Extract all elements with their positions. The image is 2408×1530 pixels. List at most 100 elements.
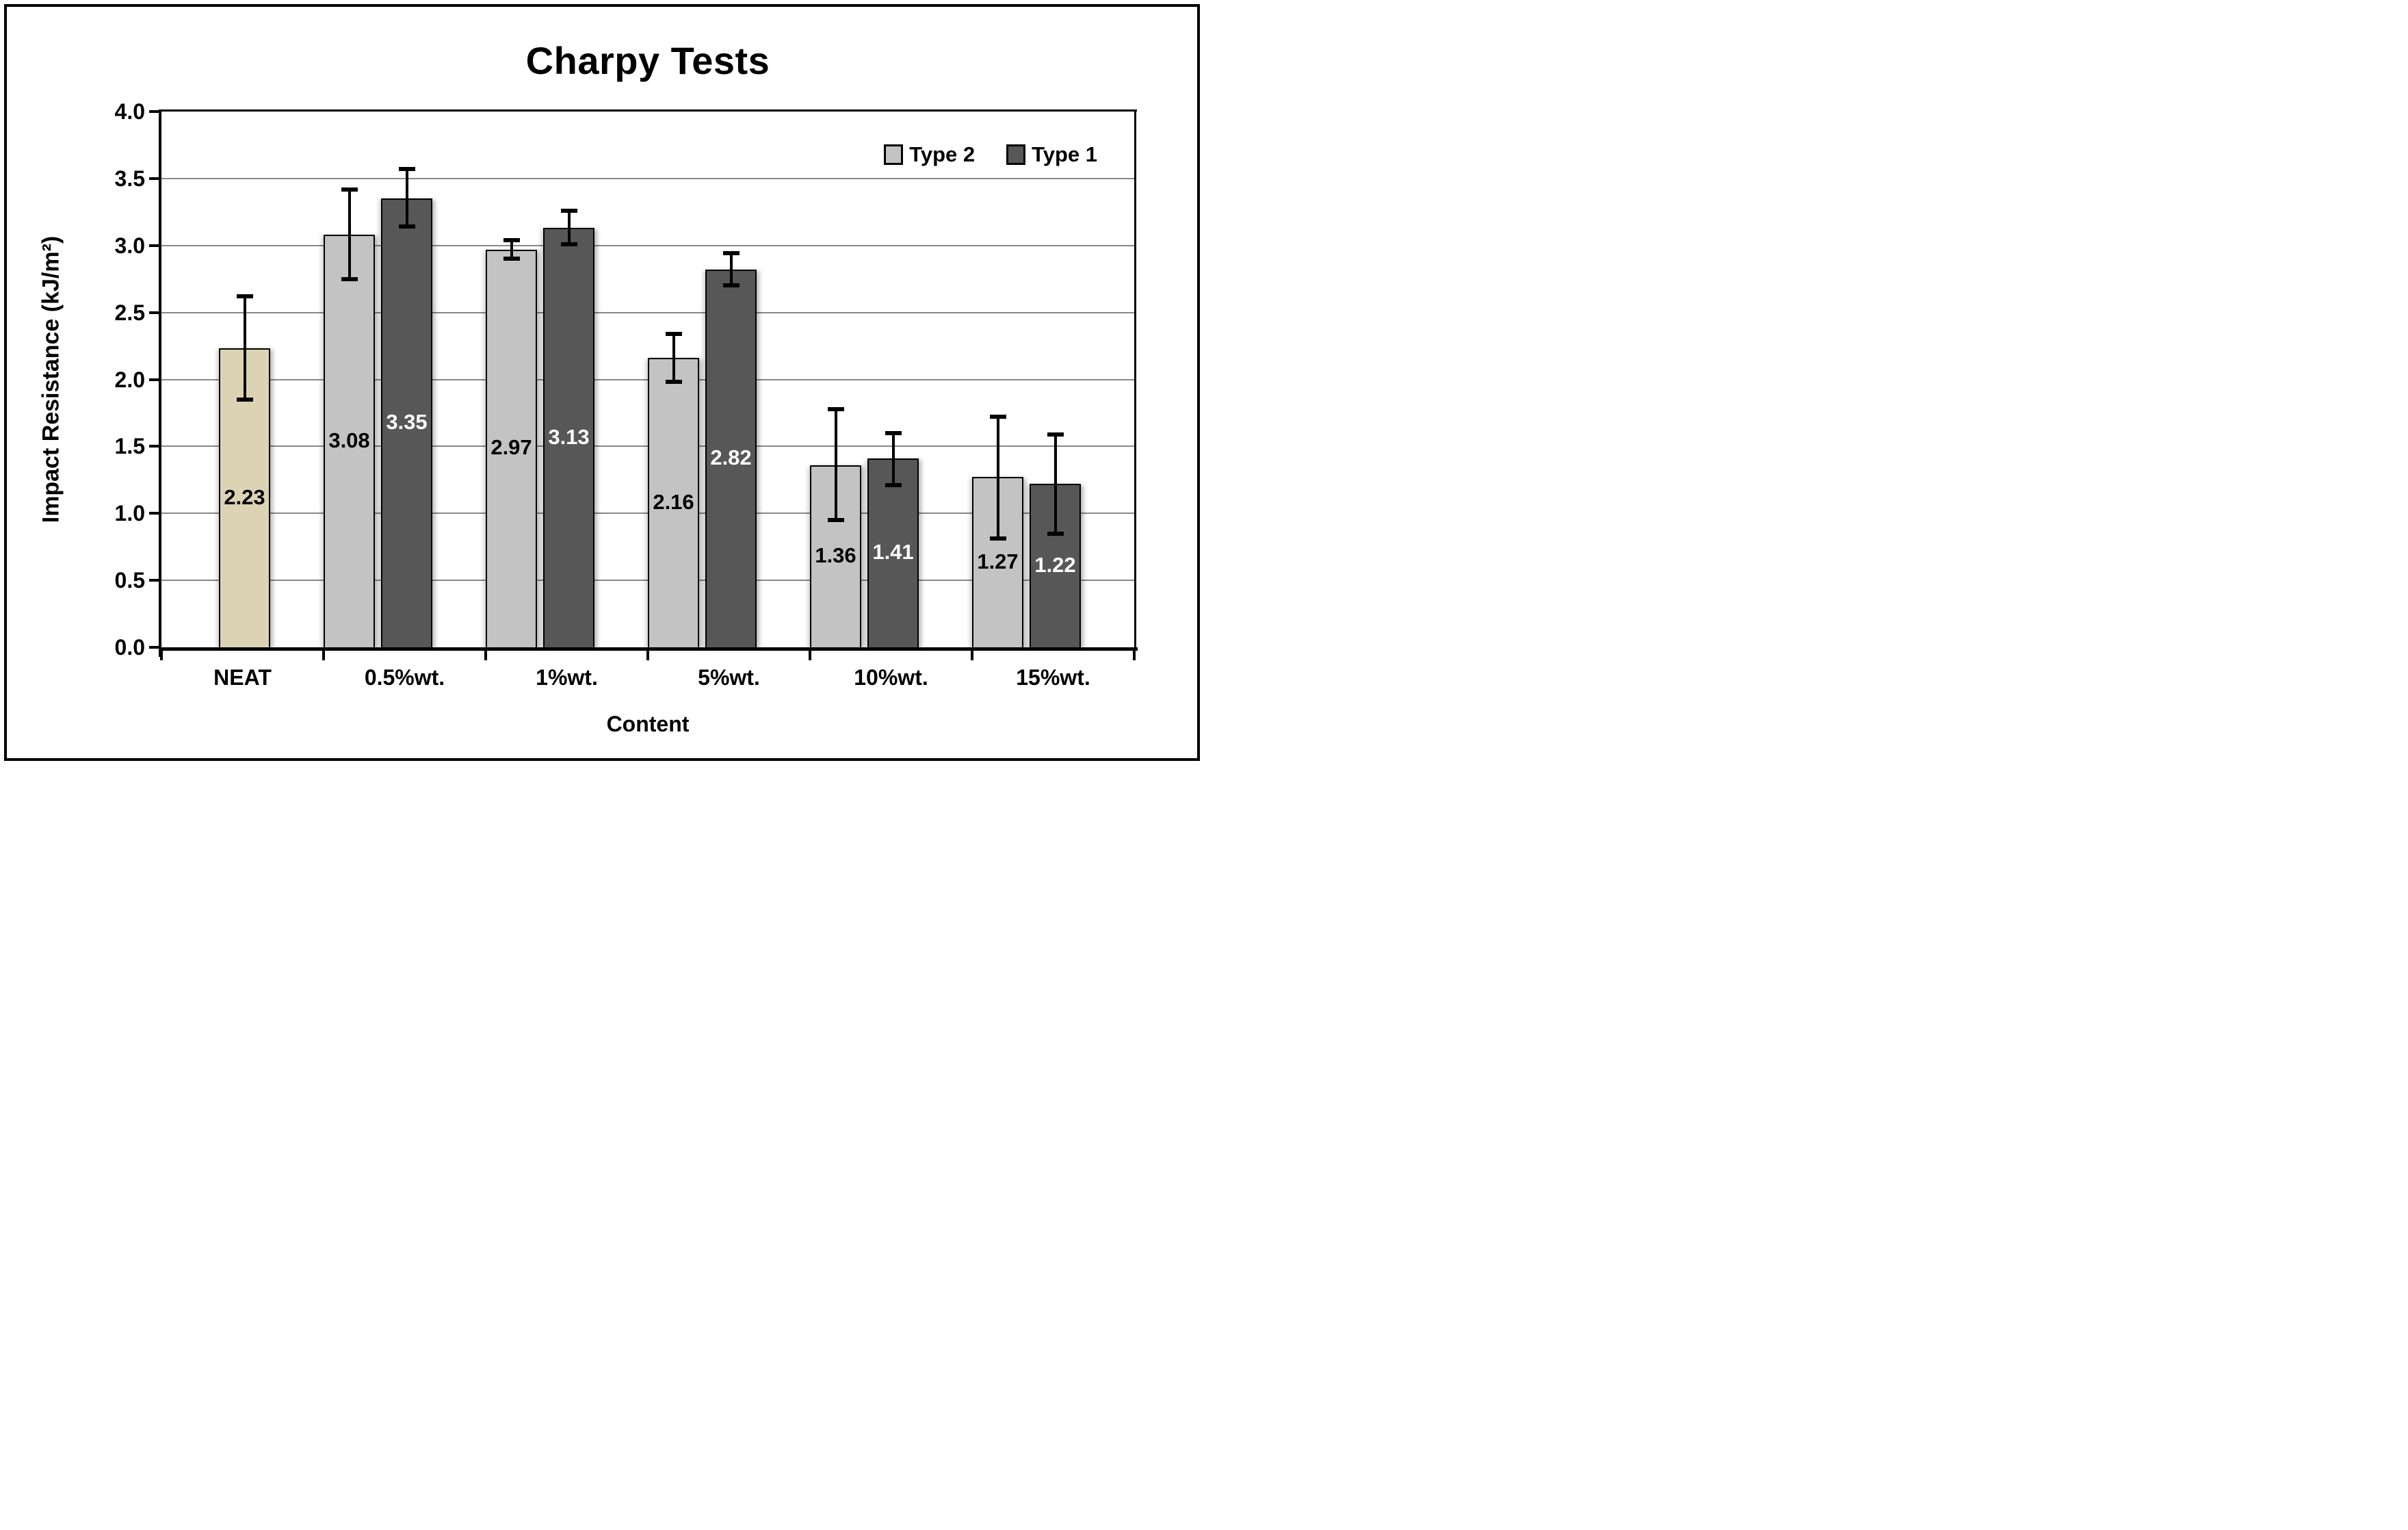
error-bar-cap-top [1047,432,1064,437]
legend-label: Type 2 [909,142,976,166]
error-bar-cap-top [503,237,520,242]
y-axis-tick [149,445,159,448]
y-tick-label: 3.0 [114,233,145,258]
error-bar-cap-bottom [398,224,415,229]
error-bar-cap-bottom [236,397,253,402]
category-label: 1%wt. [536,665,598,690]
y-axis-tick [149,512,159,515]
y-tick-label: 4.0 [114,99,145,124]
bar-value-label: 2.97 [490,435,532,460]
category-label: 10%wt. [854,665,928,690]
category-label: 5%wt. [698,665,760,690]
y-axis-tick [149,579,159,582]
error-bar-cap-top [398,167,415,172]
error-bar-cap-bottom [665,380,682,385]
gridline [161,244,1134,246]
x-axis-tick [484,651,487,660]
bar-type-2-3 [648,358,699,647]
gridline [161,177,1134,179]
error-bar-stem [729,253,733,286]
y-axis-tick [149,378,159,381]
y-tick-label: 0.0 [114,635,145,660]
x-axis-line [159,647,1138,651]
legend-item-type-2: Type 2 [884,142,975,167]
bar-type-1-3 [705,269,757,647]
bar-value-label: 3.08 [328,428,370,452]
bar-value-label: 2.82 [710,445,752,469]
figure-border [4,4,1200,761]
y-tick-label: 1.0 [114,501,145,526]
x-axis-title: Content [606,712,690,736]
error-bar-cap-bottom [341,276,358,281]
y-tick-label: 2.5 [114,300,145,325]
y-tick-label: 2.0 [114,367,145,392]
y-axis-tick [149,177,159,180]
error-bar-cap-top [665,331,682,336]
error-bar-stem [996,417,999,539]
error-bar-cap-top [827,406,844,411]
x-axis-tick [322,651,325,660]
error-bar-cap-top [236,294,253,299]
bar-value-label: 1.36 [815,543,856,567]
error-bar-cap-top [885,430,902,435]
y-axis-line [159,109,161,657]
charpy-tests-chart-page: { "figure": { "title": "Charpy Tests" },… [0,0,1204,765]
bar-value-label: 2.23 [224,484,265,509]
error-bar-stem [891,432,895,486]
legend-label: Type 1 [1032,142,1097,166]
legend: Type 2 Type 1 [884,142,1097,167]
y-axis-tick [149,311,159,314]
error-bar-cap-bottom [722,283,740,288]
error-bar-cap-bottom [885,483,902,488]
y-axis-tick [149,110,159,113]
error-bar-cap-bottom [560,242,577,246]
bar-type-2-1 [324,235,375,647]
y-axis-title: Impact Resistance (kJ/m²) [27,112,75,647]
category-label: 0.5%wt. [364,665,445,690]
error-bar-stem [510,239,513,259]
plot-border-top [159,109,1137,112]
chart-title: Charpy Tests [525,39,770,82]
legend-swatch-icon [1006,144,1026,165]
y-tick-label: 0.5 [114,568,145,593]
bar-value-label: 2.16 [653,489,694,514]
gridline [161,311,1134,313]
x-axis-tick [809,651,811,660]
error-bar-stem [567,210,571,244]
x-axis-tick [1133,651,1136,660]
error-bar-cap-top [560,208,577,213]
bar-value-label: 3.13 [548,424,590,449]
bar-type-1-4 [867,458,919,647]
category-label: NEAT [213,665,272,690]
error-bar-cap-bottom [989,536,1006,541]
error-bar-stem [243,296,246,400]
x-axis-tick [646,651,649,660]
plot-area: 3.08 2.97 2.16 1.36 1.27 3.35 3.13 2.82 1.41 1.22… [161,112,1134,647]
x-axis-tick [160,651,163,660]
bar-value-label: 1.27 [977,549,1019,573]
y-tick-label: 3.5 [114,166,145,191]
error-bar-stem [348,189,351,279]
bar-type-2-2 [486,249,537,647]
y-axis-tick [149,646,159,649]
plot-border-right [1134,109,1136,650]
error-bar-cap-bottom [827,518,844,523]
bar-type-1-2 [543,228,594,647]
error-bar-stem [834,409,837,521]
y-axis-tick [149,244,159,247]
x-axis-tick [971,651,973,660]
legend-item-type-1: Type 1 [1006,142,1097,167]
error-bar-stem [405,169,408,227]
bar-value-label: 1.41 [872,539,914,564]
error-bar-cap-top [341,187,358,192]
error-bar-cap-bottom [1047,531,1064,536]
y-tick-label: 1.5 [114,434,145,459]
category-label: 15%wt. [1016,665,1090,690]
legend-swatch-icon [884,144,904,165]
bar-value-label: 1.22 [1034,552,1076,577]
error-bar-cap-bottom [503,257,520,261]
y-axis-title-text: Impact Resistance (kJ/m²) [38,235,64,523]
error-bar-stem [672,333,675,382]
error-bar-cap-top [722,251,740,256]
error-bar-stem [1054,434,1057,534]
